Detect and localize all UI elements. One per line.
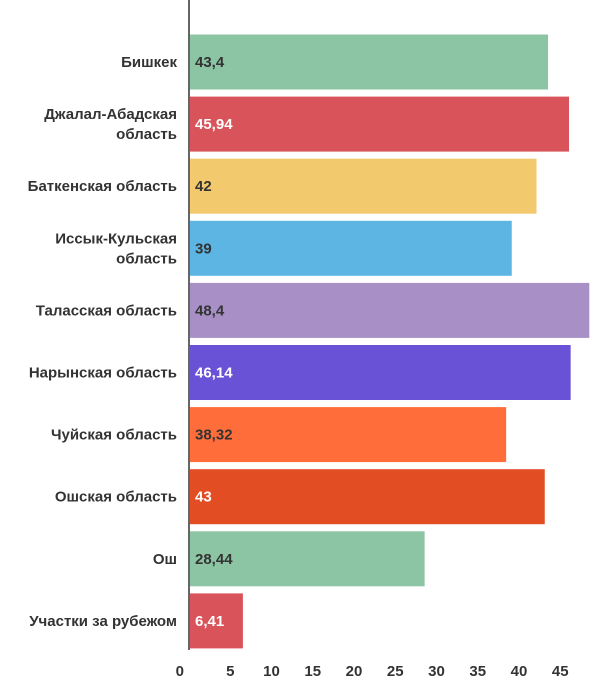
- bar-value-label: 43,4: [195, 54, 225, 71]
- bar-value-label: 42: [195, 178, 212, 195]
- bar: [190, 593, 243, 649]
- x-tick-label: 35: [469, 663, 486, 680]
- x-tick-label: 40: [511, 663, 528, 680]
- category-label: Ош: [153, 551, 177, 568]
- bar: [190, 469, 545, 525]
- category-label: Нарынская область: [29, 365, 177, 382]
- bar-value-label: 46,14: [195, 365, 233, 382]
- category-label: Ошская область: [55, 489, 177, 506]
- bar-value-label: 48,4: [195, 302, 225, 319]
- x-tick-label: 15: [304, 663, 321, 680]
- category-label: Баткенская область: [28, 178, 177, 195]
- bar: [190, 220, 512, 276]
- category-label: Джалал-Абадская: [44, 106, 177, 123]
- bar: [190, 282, 590, 338]
- bar: [190, 531, 425, 587]
- x-tick-labels: 0 5 10 15 20 25 30 35 40 45: [176, 663, 569, 680]
- category-label: Таласская область: [36, 302, 177, 319]
- x-tick-label: 10: [263, 663, 280, 680]
- bar: [190, 407, 507, 463]
- category-label: Бишкек: [121, 54, 177, 71]
- x-tick-label: 20: [346, 663, 363, 680]
- category-label: область: [116, 250, 177, 267]
- x-tick-label: 30: [428, 663, 445, 680]
- bar: [190, 345, 571, 400]
- bar-value-label: 45,94: [195, 116, 233, 133]
- x-tick-label: 25: [387, 663, 404, 680]
- category-label: Чуйская область: [51, 427, 177, 444]
- x-tick-label: 0: [176, 663, 184, 680]
- x-tick-label: 5: [226, 663, 234, 680]
- category-label: Иссык-Кульская: [55, 230, 177, 247]
- bar-value-label: 38,32: [195, 427, 233, 444]
- bar: [190, 158, 537, 214]
- bar-value-label: 28,44: [195, 551, 233, 568]
- bar-value-label: 39: [195, 240, 212, 257]
- category-label: Участки за рубежом: [29, 613, 177, 630]
- bars-layer: 43,4 Бишкек 45,94 Джалал-Абадская область 42 Б…: [28, 34, 590, 649]
- x-tick-label: 45: [552, 663, 569, 680]
- category-label: область: [116, 126, 177, 143]
- bar-value-label: 43: [195, 489, 212, 506]
- bar: [190, 34, 549, 90]
- bar: [190, 96, 570, 152]
- bar-value-label: 6,41: [195, 613, 224, 630]
